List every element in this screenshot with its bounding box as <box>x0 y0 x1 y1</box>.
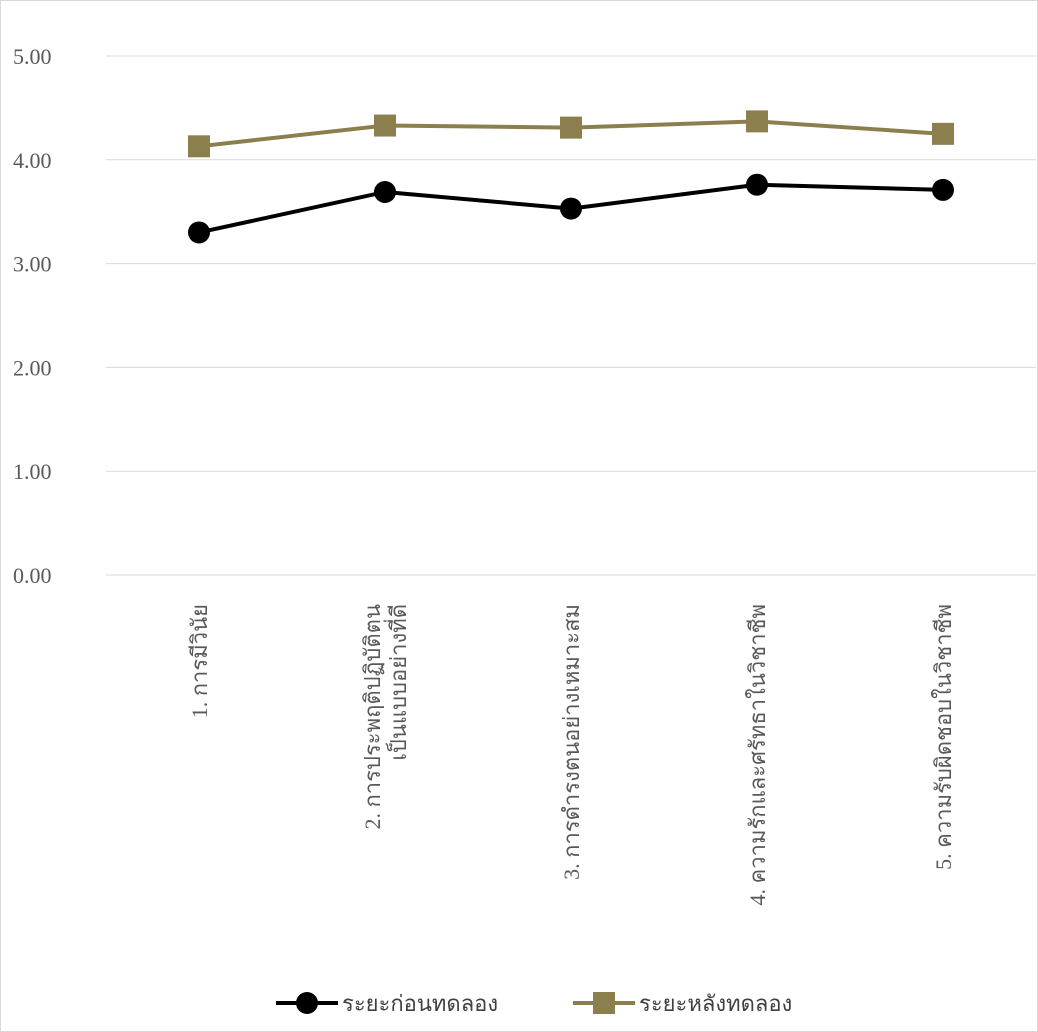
data-point <box>560 197 582 220</box>
legend-marker <box>593 992 615 1014</box>
legend-marker <box>296 992 318 1014</box>
data-point <box>746 173 768 196</box>
gridlines <box>106 55 1036 576</box>
legend-label: ระยะก่อนทดลอง <box>342 991 498 1016</box>
data-point <box>746 110 768 133</box>
data-point <box>374 114 396 137</box>
x-category-label: เป็นแบบอย่างที่ดี <box>383 604 411 761</box>
data-point <box>188 221 210 244</box>
x-category-label: 4. ความรักและศรัทธาในวิชาชีพ <box>745 604 770 905</box>
x-category-label: 3. การดำรงตนอย่างเหมาะสม <box>559 604 584 880</box>
data-point <box>932 122 954 145</box>
y-tick-label: 0.00 <box>13 563 52 588</box>
legend-label: ระยะหลังทดลอง <box>639 991 792 1016</box>
y-tick-label: 3.00 <box>13 252 52 277</box>
x-category-label: 5. ความรับผิดชอบในวิชาชีพ <box>931 604 956 870</box>
x-category-label: 1. การมีวินัย <box>187 604 212 718</box>
y-tick-label: 4.00 <box>13 148 52 173</box>
data-point <box>374 180 396 203</box>
x-category-label: 2. การประพฤติปฏิบัติตน <box>360 604 385 830</box>
x-axis-categories: 1. การมีวินัย 2. การประพฤติปฏิบัติตน เป็นแ… <box>187 604 956 905</box>
y-tick-label: 5.00 <box>13 44 52 69</box>
data-point <box>932 178 954 201</box>
y-tick-label: 2.00 <box>13 355 52 380</box>
y-axis-ticks: 0.00 1.00 2.00 3.00 4.00 5.00 <box>13 44 52 588</box>
data-point <box>560 116 582 139</box>
legend: ระยะก่อนทดลอง ระยะหลังทดลอง <box>276 991 792 1016</box>
series-lines <box>188 110 954 244</box>
y-tick-label: 1.00 <box>13 459 52 484</box>
data-point <box>188 135 210 158</box>
